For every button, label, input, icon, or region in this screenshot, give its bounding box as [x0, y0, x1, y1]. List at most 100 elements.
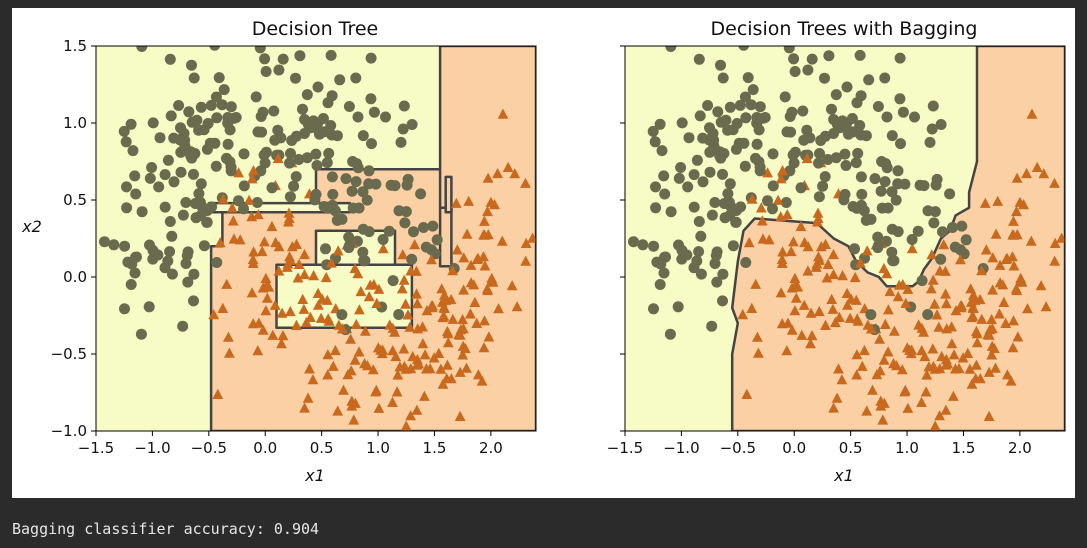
class0-point: [191, 114, 203, 126]
class1-point: [983, 410, 995, 421]
class0-point: [147, 117, 159, 129]
class1-point: [842, 299, 853, 310]
class0-point: [363, 165, 375, 177]
class1-point: [371, 297, 383, 308]
class1-point: [353, 346, 365, 357]
class0-point: [922, 205, 934, 217]
class1-point: [851, 349, 863, 360]
class1-point: [346, 400, 358, 411]
class0-point: [159, 169, 171, 181]
class1-point: [390, 350, 402, 362]
class1-point: [391, 386, 403, 397]
class1-point: [781, 345, 793, 356]
class0-point: [740, 112, 752, 124]
class1-point: [790, 292, 802, 303]
class0-point: [779, 91, 791, 103]
x-axis-label: x1: [304, 466, 325, 485]
class1-point: [796, 329, 808, 340]
class0-point: [393, 309, 405, 320]
class1-point: [994, 259, 1006, 270]
x-tick-label: 1.0: [895, 439, 919, 457]
class0-point: [665, 46, 677, 52]
class1-point: [454, 410, 466, 421]
class0-point: [164, 246, 176, 258]
class0-point: [754, 101, 766, 113]
class0-point: [802, 64, 814, 76]
class0-point: [284, 157, 295, 169]
class0-point: [823, 50, 835, 62]
class0-point: [168, 176, 180, 188]
class0-point: [786, 106, 798, 118]
class0-point: [869, 173, 881, 185]
class0-point: [415, 188, 427, 200]
class1-point: [299, 248, 310, 260]
class0-point: [672, 301, 684, 313]
class0-point: [198, 240, 210, 252]
class0-point: [819, 171, 831, 183]
class0-point: [119, 240, 131, 252]
class0-point: [327, 188, 339, 200]
class1-point: [940, 359, 952, 370]
class1-point: [458, 252, 470, 263]
class0-point: [312, 117, 324, 129]
class0-point: [121, 181, 132, 193]
class1-point: [342, 369, 354, 380]
class0-point: [882, 202, 894, 214]
class1-point: [421, 363, 432, 374]
class0-point: [380, 111, 391, 123]
class1-point: [308, 270, 319, 281]
class0-point: [210, 91, 222, 103]
class1-point: [402, 309, 414, 320]
class0-point: [173, 100, 185, 111]
class0-point: [357, 246, 369, 258]
class1-point: [856, 360, 868, 371]
class1-point: [363, 291, 375, 302]
class1-point: [527, 232, 536, 243]
class0-point: [759, 112, 771, 123]
class0-point: [195, 178, 207, 190]
class1-point: [752, 331, 763, 342]
class1-point: [1008, 260, 1020, 271]
class0-point: [647, 125, 659, 137]
class0-point: [704, 122, 715, 134]
class1-point: [931, 309, 943, 320]
y-tick-label: 0.5: [63, 191, 87, 209]
x-tick-label: 1.5: [952, 439, 976, 457]
class0-point: [826, 103, 837, 115]
class1-point: [940, 404, 952, 415]
class0-point: [162, 255, 174, 267]
class1-point: [412, 323, 424, 334]
class1-point: [900, 297, 912, 308]
class0-point: [745, 99, 757, 111]
class0-point: [916, 275, 928, 287]
class0-point: [691, 154, 703, 166]
class0-point: [266, 182, 278, 194]
class1-point: [979, 197, 991, 208]
class1-point: [940, 288, 951, 299]
y-tick-label: 0.0: [63, 268, 87, 286]
class1-point: [896, 364, 908, 375]
class1-point: [1001, 252, 1013, 264]
class1-point: [994, 308, 1005, 319]
class0-point: [189, 148, 201, 159]
class1-point: [1007, 342, 1019, 353]
class0-point: [813, 157, 824, 169]
class1-point: [465, 308, 476, 319]
class1-point: [877, 414, 889, 425]
class1-point: [798, 299, 810, 310]
class0-point: [153, 181, 165, 193]
class1-point: [861, 245, 873, 256]
class1-point: [776, 253, 788, 265]
class1-point: [246, 287, 258, 298]
class0-point: [201, 143, 213, 155]
class0-point: [659, 251, 670, 263]
class1-point: [412, 353, 423, 365]
class0-point: [739, 160, 751, 172]
class0-point: [252, 126, 264, 138]
class1-point: [261, 292, 273, 303]
class0-point: [398, 100, 410, 112]
class0-point: [628, 236, 639, 248]
class1-point: [482, 205, 493, 217]
class1-point: [821, 272, 833, 283]
y-tick-label: −0.5: [51, 345, 87, 363]
